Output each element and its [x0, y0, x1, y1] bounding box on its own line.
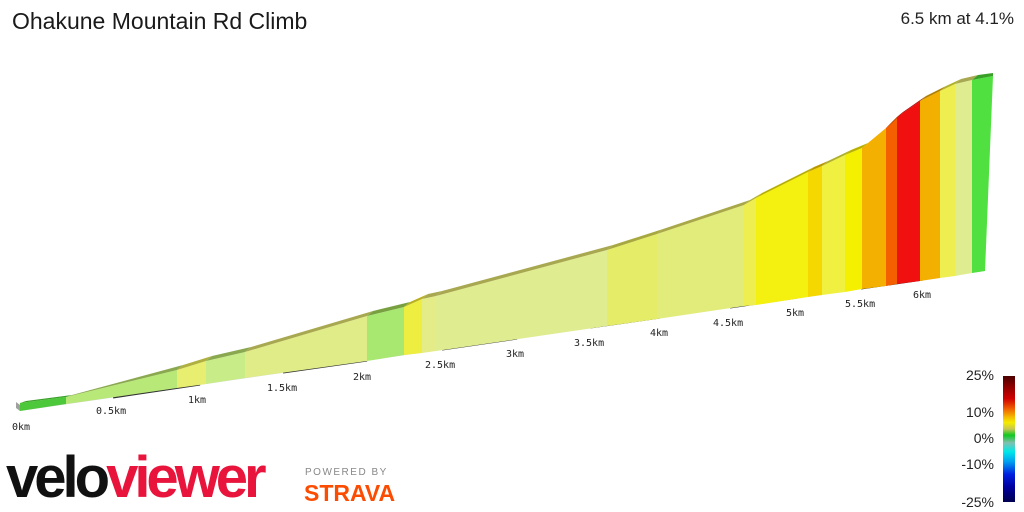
strava-logo[interactable]: STRAVA — [304, 480, 396, 506]
logo-velo-text: velo — [6, 445, 110, 510]
segment — [756, 172, 808, 305]
legend-label-10: 10% — [965, 404, 994, 420]
tick-label: 5km — [786, 308, 804, 319]
x-axis-tick-labels: 0km 0.5km 1km 1.5km 2km 2.5km 3km 3.5km … — [12, 290, 931, 433]
segment — [744, 198, 756, 306]
segment — [20, 397, 66, 411]
tick-label: 6km — [913, 290, 931, 301]
gradient-segments — [20, 76, 993, 411]
segment — [404, 299, 422, 355]
segment — [886, 117, 897, 286]
segment — [206, 352, 245, 384]
segment — [422, 296, 436, 353]
logo-viewer-text: viewer — [106, 445, 267, 510]
segment — [940, 84, 955, 278]
legend-label-neg10: -10% — [961, 456, 994, 472]
tick-label: 0.5km — [96, 406, 126, 417]
tick-label: 5.5km — [845, 299, 875, 310]
tick-label: 3.5km — [574, 338, 604, 349]
segment — [607, 234, 657, 326]
tick-label: 1.5km — [267, 383, 297, 394]
segment — [920, 91, 940, 281]
climb-summary: 6.5 km at 4.1% — [900, 9, 1014, 28]
legend-label-0: 0% — [973, 430, 994, 446]
powered-by-label: POWERED BY — [305, 467, 388, 478]
tick-label: 1km — [188, 395, 206, 406]
segment — [955, 80, 972, 276]
segment — [845, 148, 862, 292]
elevation-profile-chart: 0km 0.5km 1km 1.5km 2km 2.5km 3km 3.5km … — [12, 73, 993, 433]
gradient-colorbar — [1003, 376, 1015, 502]
segment — [66, 370, 177, 404]
segment — [822, 155, 845, 295]
tick-label: 2km — [353, 372, 371, 383]
legend-label-neg25: -25% — [961, 494, 994, 510]
segment — [367, 307, 404, 361]
tick-label: 2.5km — [425, 360, 455, 371]
segment — [808, 166, 822, 297]
segment — [862, 128, 886, 289]
legend-label-25: 25% — [965, 367, 994, 383]
veloviewer-logo[interactable]: veloviewer — [6, 445, 267, 510]
segment — [657, 205, 744, 319]
profile-top-surface — [20, 73, 993, 403]
tick-label: 4km — [650, 328, 668, 339]
segment — [972, 76, 993, 273]
tick-label: 4.5km — [713, 318, 743, 329]
tick-label: 0km — [12, 422, 30, 433]
segment — [436, 250, 607, 351]
segment — [897, 101, 920, 284]
segment — [245, 316, 367, 378]
climb-title: Ohakune Mountain Rd Climb — [12, 8, 308, 34]
tick-label: 3km — [506, 349, 524, 360]
